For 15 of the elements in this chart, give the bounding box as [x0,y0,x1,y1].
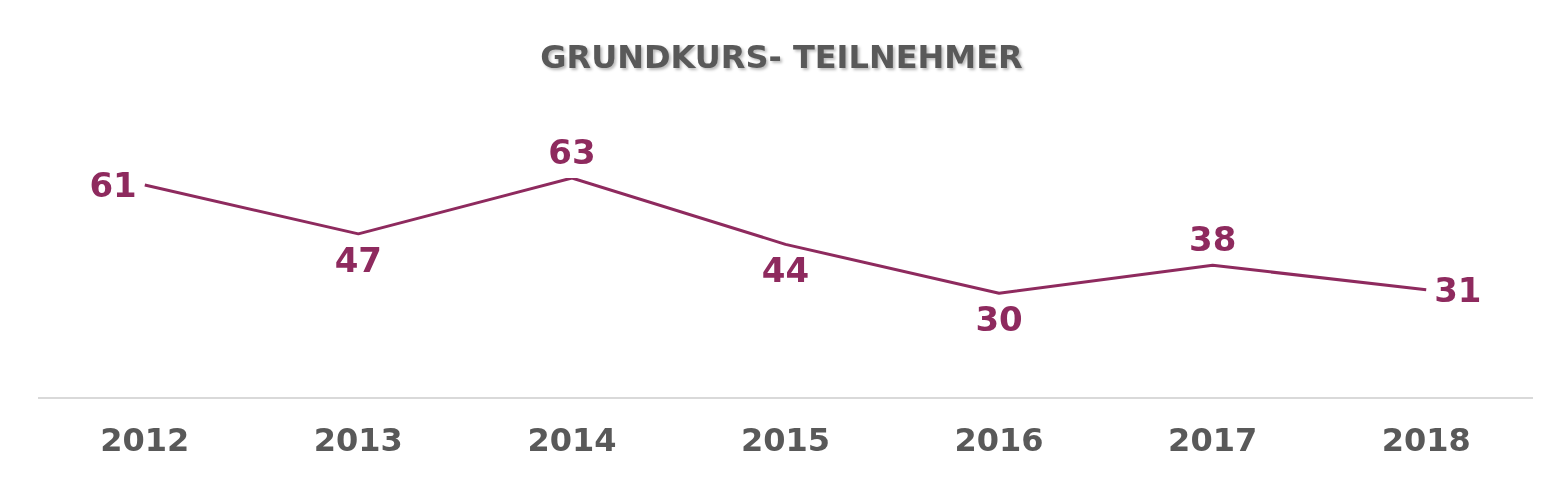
data-label: 38 [1188,219,1237,260]
x-tick-label: 2016 [954,420,1044,459]
data-label: 44 [761,250,810,291]
x-tick-label: 2013 [313,420,403,459]
x-tick-label: 2014 [527,420,617,459]
x-tick-label: 2018 [1381,420,1471,459]
data-label: 47 [334,239,383,280]
chart-title: GRUNDKURS- TEILNEHMER [539,38,1024,76]
x-tick-label: 2015 [740,420,831,459]
x-tick-label: 2017 [1168,420,1258,459]
x-tick-label: 2012 [100,420,190,459]
data-label: 30 [975,299,1023,340]
data-label: 61 [89,164,137,205]
data-label: 63 [548,132,596,172]
data-label: 31 [1434,269,1482,310]
